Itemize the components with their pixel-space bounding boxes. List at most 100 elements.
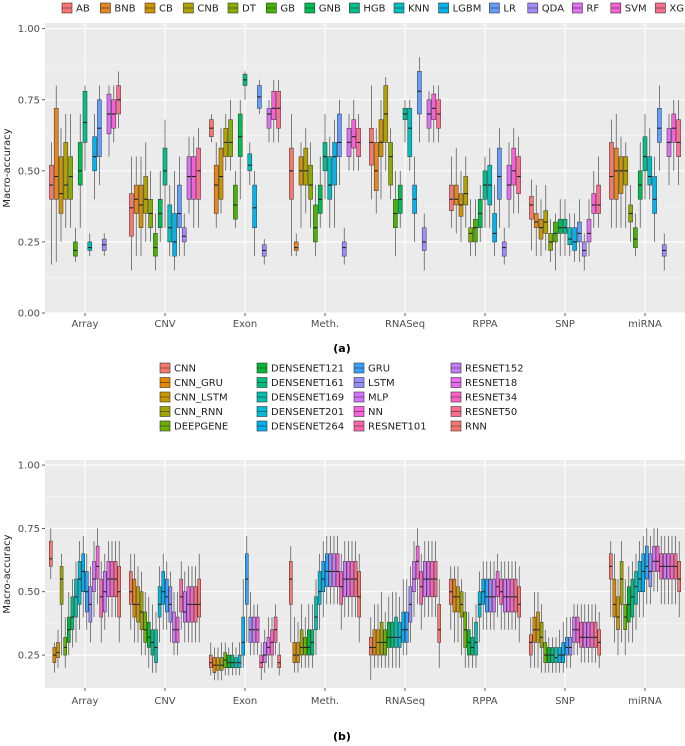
box-qda: [181, 213, 187, 257]
box-qda: [341, 227, 347, 265]
box-iqr: [196, 147, 201, 200]
box-lstm: [568, 617, 573, 668]
box-iqr: [539, 621, 544, 648]
box-cnn: [289, 546, 293, 643]
box-iqr: [227, 654, 231, 668]
box-iqr: [633, 227, 638, 248]
box-iqr: [655, 545, 660, 572]
legend-label: CNB: [197, 4, 218, 15]
box-iqr: [63, 637, 67, 656]
box-iqr: [129, 571, 133, 605]
x-tick-label: Exon: [233, 319, 257, 330]
box-knn: [167, 185, 173, 257]
box-cnn_lstm: [136, 566, 140, 643]
legend-label: GB: [280, 4, 295, 15]
box-lstm: [328, 536, 333, 605]
box-gnb: [557, 199, 563, 257]
legend-item: CNN_GRU: [159, 377, 223, 389]
legend-item: KNN: [393, 2, 430, 15]
box-ab: [529, 179, 534, 251]
box-lgbm: [332, 119, 337, 228]
box-gb: [313, 185, 318, 257]
box-gru: [85, 553, 89, 630]
box-densenet264: [561, 622, 565, 673]
box-densenet169: [154, 612, 158, 673]
box-iqr: [495, 571, 500, 598]
legend-item: LSTM: [353, 377, 395, 389]
box-iqr: [619, 561, 624, 605]
box-bnb: [133, 156, 139, 257]
box-cb: [298, 142, 304, 228]
box-iqr: [581, 241, 587, 257]
box-cnn_gru: [532, 591, 537, 668]
box-dt: [228, 99, 233, 171]
box-rf: [426, 91, 432, 143]
box-iqr: [388, 142, 393, 186]
box-iqr: [186, 156, 192, 200]
legend-label: DENSENET169: [271, 393, 344, 404]
box-resnet152: [423, 541, 427, 618]
box-iqr: [53, 108, 59, 200]
box-cnn_rnn: [59, 553, 64, 656]
box-iqr: [70, 596, 75, 630]
box-ab: [449, 156, 454, 228]
legend-label: CNN_LSTM: [174, 393, 228, 404]
box-iqr: [510, 578, 514, 613]
y-axis: 0.25 0.50 0.75 1.00 Macro-accuracy: [2, 461, 45, 662]
box-gb: [233, 170, 238, 228]
x-tick-label: Array: [72, 696, 99, 707]
box-resnet18: [506, 561, 511, 630]
box-densenet169: [554, 637, 558, 673]
box-iqr: [468, 227, 473, 243]
box-iqr: [369, 637, 373, 656]
box-densenet169: [314, 579, 318, 656]
box-cnn_lstm: [536, 591, 540, 668]
box-densenet201: [317, 553, 322, 630]
box-resnet50: [353, 541, 358, 618]
legend-label: LGBM: [453, 4, 482, 15]
box-knn: [647, 128, 653, 200]
box-densenet161: [70, 579, 75, 648]
box-mlp: [492, 561, 496, 630]
box-iqr: [179, 578, 183, 613]
box-resnet34: [270, 617, 274, 668]
x-tick-label: SNP: [555, 696, 575, 707]
box-iqr: [641, 553, 645, 592]
box-iqr: [503, 578, 507, 613]
box-gnb: [77, 113, 83, 228]
box-iqr: [676, 119, 681, 157]
legend-item: QDA: [527, 2, 564, 15]
box-qda: [501, 227, 507, 265]
box-xgb: [116, 71, 121, 129]
box-resnet18: [186, 566, 191, 643]
box-resnet101: [99, 561, 103, 643]
box-lr: [577, 199, 582, 262]
box-iqr: [557, 218, 563, 234]
box-iqr: [82, 90, 88, 143]
box-lr: [657, 85, 662, 171]
box-cnb: [63, 113, 69, 228]
legend-label: XGB: [669, 4, 685, 15]
box-cnb: [543, 185, 549, 251]
box-iqr: [417, 71, 422, 115]
box-iqr: [373, 142, 379, 191]
box-densenet169: [74, 561, 78, 643]
box-iqr: [593, 621, 598, 648]
box-densenet201: [397, 596, 402, 668]
box-iqr: [553, 221, 558, 243]
y-tick-label: 0.50: [18, 587, 40, 598]
y-tick-label: 0.25: [18, 651, 40, 662]
legend-item: LGBM: [438, 2, 482, 15]
box-iqr: [308, 164, 313, 200]
box-iqr: [431, 93, 437, 120]
box-lr: [257, 79, 262, 114]
box-iqr: [453, 184, 459, 206]
box-resnet18: [346, 541, 351, 618]
box-iqr: [327, 156, 333, 200]
legend-label: SVM: [625, 4, 647, 15]
box-iqr: [59, 566, 64, 605]
box-gnb: [237, 99, 243, 200]
legend: AB BNB CB CNB DT GB GNB HGB KNN LGBM LR QDA RF SVM XGB: [61, 2, 685, 15]
box-nn: [255, 604, 260, 656]
box-resnet34: [350, 541, 354, 618]
